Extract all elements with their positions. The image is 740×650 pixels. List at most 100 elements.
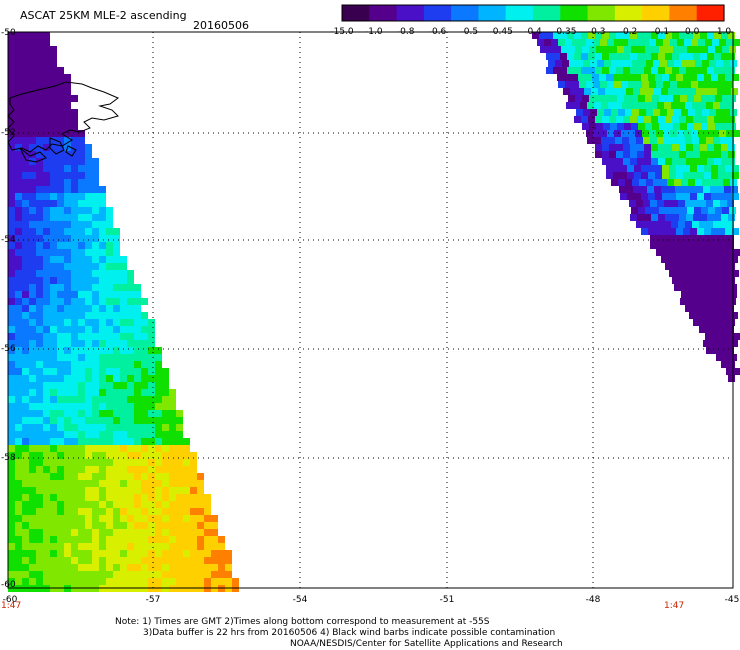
note-line-1: Note: 1) Times are GMT 2)Times along bot…	[115, 617, 490, 627]
swath-cell	[141, 515, 148, 522]
latitude-label: -56	[1, 344, 16, 354]
swath-cell	[623, 32, 630, 39]
swath-cell	[148, 410, 155, 417]
swath-cell	[64, 102, 71, 109]
swath-cell	[43, 137, 50, 144]
swath-cell	[36, 494, 43, 501]
swath-cell	[22, 410, 29, 417]
swath-cell	[580, 102, 587, 109]
swath-cell	[612, 88, 619, 95]
swath-cell	[22, 291, 29, 298]
swath-cell	[22, 480, 29, 487]
swath-cell	[579, 81, 586, 88]
swath-cell	[99, 424, 106, 431]
swath-cell	[15, 67, 22, 74]
swath-cell	[113, 501, 120, 508]
swath-cell	[71, 473, 78, 480]
swath-cell	[671, 102, 678, 109]
swath-cell	[630, 158, 637, 165]
swath-cell	[22, 158, 29, 165]
swath-cell	[732, 172, 739, 179]
swath-cell	[616, 151, 623, 158]
swath-cell	[50, 354, 57, 361]
swath-cell	[655, 193, 662, 200]
swath-cell	[113, 508, 120, 515]
swath-cell	[99, 410, 106, 417]
swath-cell	[57, 270, 64, 277]
swath-cell	[50, 487, 57, 494]
swath-cell	[22, 151, 29, 158]
swath-cell	[710, 312, 717, 319]
swath-cell	[604, 109, 611, 116]
swath-cell	[714, 319, 721, 326]
swath-cell	[700, 214, 707, 221]
swath-cell	[707, 263, 714, 270]
swath-cell	[596, 123, 603, 130]
swath-cell	[637, 158, 644, 165]
swath-cell	[85, 249, 92, 256]
swath-cell	[92, 543, 99, 550]
swath-cell	[732, 228, 739, 235]
swath-cell	[64, 298, 71, 305]
swath-cell	[727, 102, 734, 109]
swath-cell	[597, 60, 604, 67]
swath-cell	[22, 270, 29, 277]
swath-cell	[204, 494, 211, 501]
swath-cell	[22, 60, 29, 67]
swath-cell	[569, 60, 576, 67]
swath-cell	[106, 361, 113, 368]
swath-cell	[29, 249, 36, 256]
swath-cell	[43, 480, 50, 487]
swath-cell	[127, 438, 134, 445]
swath-cell	[704, 172, 711, 179]
swath-cell	[721, 53, 728, 60]
longitude-label: -60	[2, 595, 18, 605]
swath-cell	[610, 123, 617, 130]
colorbar-swatch	[423, 5, 452, 21]
swath-cell	[50, 459, 57, 466]
swath-cell	[162, 522, 169, 529]
swath-cell	[106, 466, 113, 473]
swath-cell	[675, 186, 682, 193]
swath-cell	[176, 536, 183, 543]
swath-cell	[15, 466, 22, 473]
swath-cell	[732, 193, 739, 200]
swath-cell	[567, 53, 574, 60]
swath-cell	[43, 368, 50, 375]
swath-cell	[183, 459, 190, 466]
swath-cell	[687, 46, 694, 53]
swath-cell	[641, 172, 648, 179]
swath-cell	[36, 382, 43, 389]
swath-cell	[190, 529, 197, 536]
swath-cell	[113, 473, 120, 480]
swath-cell	[711, 74, 718, 81]
swath-cell	[582, 46, 589, 53]
swath-cell	[127, 417, 134, 424]
swath-cell	[64, 410, 71, 417]
swath-cell	[50, 67, 57, 74]
swath-cell	[50, 242, 57, 249]
swath-cell	[36, 312, 43, 319]
swath-cell	[71, 480, 78, 487]
swath-cell	[169, 578, 176, 585]
swath-cell	[659, 123, 666, 130]
colorbar-label: -0.4	[524, 27, 542, 37]
swath-cell	[50, 473, 57, 480]
swath-cell	[64, 361, 71, 368]
swath-cell	[713, 242, 720, 249]
swath-cell	[667, 179, 674, 186]
swath-cell	[141, 298, 148, 305]
swath-cell	[36, 424, 43, 431]
swath-cell	[699, 200, 706, 207]
swath-cell	[602, 67, 609, 74]
swath-cell	[8, 438, 15, 445]
swath-cell	[113, 529, 120, 536]
swath-cell	[99, 312, 106, 319]
swath-cell	[71, 256, 78, 263]
swath-cell	[721, 263, 728, 270]
swath-cell	[703, 256, 710, 263]
swath-cell	[29, 193, 36, 200]
swath-cell	[57, 172, 64, 179]
swath-cell	[99, 494, 106, 501]
swath-cell	[693, 319, 700, 326]
